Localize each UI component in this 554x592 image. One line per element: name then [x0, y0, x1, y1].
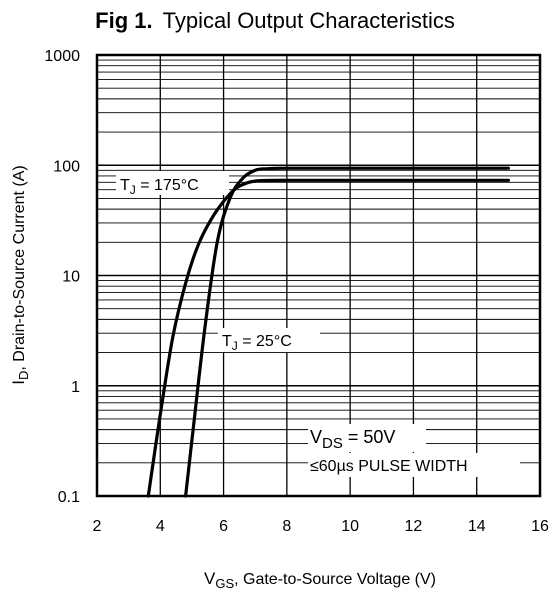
x-axis-label: VGS, Gate-to-Source Voltage (V) — [204, 569, 436, 591]
label-bg-25 — [218, 328, 320, 352]
y-tick-label-1: 1 — [71, 379, 80, 396]
y-tick-label-4: 1000 — [44, 48, 80, 65]
x-tick-label-7: 16 — [531, 518, 549, 535]
title-prefix: Fig 1. — [95, 8, 152, 33]
label-bg-175 — [116, 171, 229, 195]
y-axis-label: ID, Drain-to-Source Current (A) — [9, 165, 31, 385]
x-tick-label-1: 4 — [156, 518, 165, 535]
y-tick-labels: 0.1 1 10 100 1000 — [44, 48, 80, 506]
series-line-25c — [184, 166, 510, 498]
y-tick-label-2: 10 — [62, 269, 80, 286]
y-tick-label-0: 0.1 — [58, 489, 80, 506]
x-tick-label-6: 14 — [468, 518, 486, 535]
title-text: Typical Output Characteristics — [163, 8, 455, 33]
x-tick-label-4: 10 — [341, 518, 359, 535]
x-tick-label-3: 8 — [282, 518, 291, 535]
plot-frame — [95, 53, 542, 498]
series-line-175c — [146, 178, 510, 498]
series-label-25c: TJ = 25°C — [222, 333, 292, 353]
x-tick-labels: 2 4 6 8 10 12 14 16 — [93, 518, 549, 535]
curves — [146, 166, 510, 498]
chart-title: Fig 1. Typical Output Characteristics — [95, 8, 455, 33]
minor-gridlines — [97, 59, 540, 464]
series-label-175c: TJ = 175°C — [120, 177, 199, 197]
x-tick-label-5: 12 — [405, 518, 423, 535]
annotation-pulse-width: ≤60µs PULSE WIDTH — [310, 458, 468, 475]
label-bg-pulse — [308, 453, 520, 477]
annotation-vds: VDS = 50V — [310, 427, 395, 452]
label-bg-vds — [308, 424, 426, 452]
x-tick-label-0: 2 — [93, 518, 102, 535]
y-tick-label-3: 100 — [53, 158, 80, 175]
x-tick-label-2: 6 — [219, 518, 228, 535]
